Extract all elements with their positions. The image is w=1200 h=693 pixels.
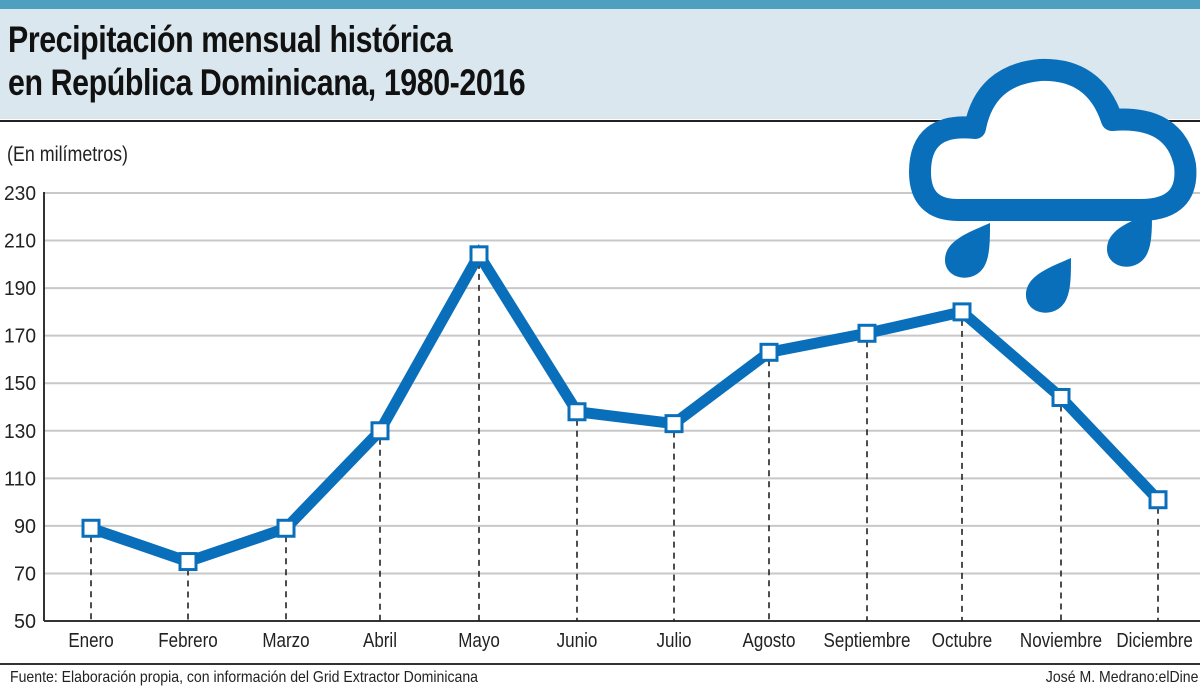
y-tick-label: 170 (4, 326, 36, 348)
header-divider (0, 120, 1200, 122)
data-point-marker (81, 518, 101, 538)
author-credit: José M. Medrano:elDine (1045, 669, 1198, 686)
x-tick-label: Julio (657, 629, 692, 652)
y-tick-label: 110 (4, 468, 36, 490)
y-axis-unit-label: (En milímetros) (7, 143, 129, 166)
grid-layer (44, 192, 1200, 575)
data-point-marker (567, 402, 587, 422)
x-tick-label: Diciembre (1116, 629, 1192, 652)
data-point-marker (178, 552, 198, 572)
drop-lines-layer (90, 262, 1159, 621)
data-point-marker (952, 302, 972, 322)
rain-cloud-icon (909, 58, 1197, 313)
x-tick-label: Octubre (932, 629, 992, 652)
x-tick-label: Febrero (158, 629, 217, 652)
title-line-1: Precipitación mensual histórica (8, 19, 453, 60)
axis-layer (43, 192, 1200, 622)
y-tick-label: 90 (14, 516, 36, 538)
data-point-marker (664, 414, 684, 434)
data-point-marker (276, 518, 296, 538)
x-tick-label: Abril (363, 629, 397, 652)
data-point-marker (857, 323, 877, 343)
x-tick-label: Marzo (262, 629, 309, 652)
y-tick-label: 130 (4, 421, 36, 443)
footer-divider (0, 663, 1200, 665)
y-tick-label: 230 (4, 183, 36, 205)
chart-title: Precipitación mensual histórica en Repúb… (8, 18, 526, 104)
series-line-layer (89, 244, 1162, 568)
y-tick-label: 50 (14, 611, 36, 633)
labels-layer: 50 70 90 110 130 150 170 190 210 230 Enero Febrero M… (4, 183, 1193, 651)
markers-layer (81, 245, 1168, 572)
x-tick-label: Septiembre (824, 629, 911, 652)
x-tick-label: Noviembre (1020, 629, 1102, 652)
source-note: Fuente: Elaboración propia, con informac… (10, 669, 479, 686)
y-tick-label: 190 (4, 278, 36, 300)
data-point-marker (759, 342, 779, 362)
y-tick-label: 150 (4, 373, 36, 395)
data-point-marker (469, 245, 489, 265)
data-point-marker (370, 421, 390, 441)
series-line (89, 244, 1162, 568)
y-tick-label: 70 (14, 563, 36, 585)
title-line-2: en República Dominicana, 1980-2016 (8, 62, 526, 103)
top-accent-bar (0, 0, 1200, 9)
x-tick-label: Mayo (458, 629, 500, 652)
y-tick-label: 210 (4, 231, 36, 253)
x-tick-label: Agosto (743, 629, 796, 652)
x-tick-label: Junio (557, 629, 598, 652)
data-point-marker (1051, 387, 1071, 407)
data-point-marker (1148, 490, 1168, 510)
x-tick-label: Enero (68, 629, 113, 652)
